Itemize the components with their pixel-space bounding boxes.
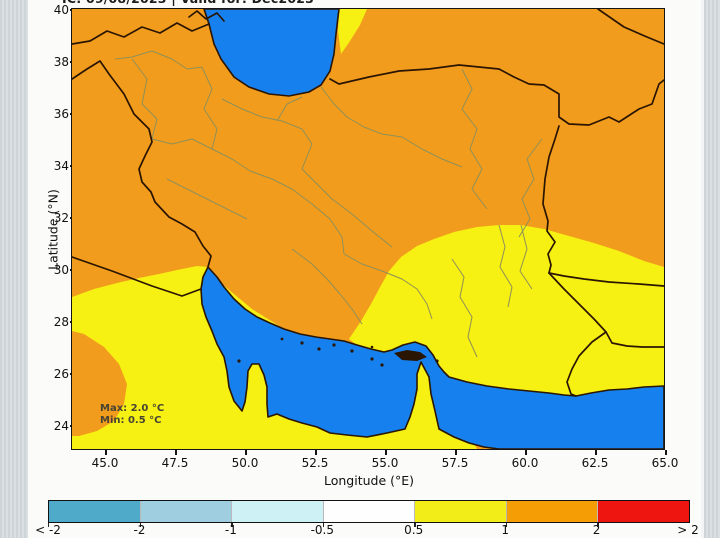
border-pakistan-east — [605, 331, 665, 349]
x-tick-label: 55.0 — [363, 450, 407, 470]
y-tick-label: 36 — [39, 106, 75, 122]
x-tick-label: 47.5 — [153, 450, 197, 470]
max-min-annotation: Max: 2.0 °C Min: 0.5 °C — [100, 403, 164, 427]
colorbar-segment — [322, 501, 415, 527]
border-azerbaijan-aras — [72, 22, 211, 46]
colorbar-tick-label: 2 — [592, 523, 601, 537]
x-tick-label: 50.0 — [223, 450, 267, 470]
region-yellow-caspian-strip — [338, 9, 368, 55]
border-turkey-iraq-iran — [72, 60, 213, 269]
y-tick-label: 24 — [39, 418, 75, 434]
colorbar-tick-label: > 2 — [677, 523, 699, 537]
colorbar-segment — [231, 501, 323, 527]
region-yellow-southeast — [349, 225, 665, 397]
y-tick-label: 34 — [39, 158, 75, 174]
y-tick-label: 40 — [39, 2, 75, 18]
y-tick-label: 28 — [39, 314, 75, 330]
border-kuwait-saudi — [72, 256, 203, 298]
x-axis-title: Longitude (°E) — [323, 473, 415, 488]
figure-canvas: IC: 09/08/2023 | Valid for: Dec2023 40 38… — [28, 0, 704, 538]
border-topright-diagonal — [597, 9, 665, 46]
colorbar-tick-label: 1 — [501, 523, 509, 537]
anomaly-map-svg — [72, 9, 665, 450]
colorbar-segment — [414, 501, 506, 527]
map-plot — [71, 8, 666, 451]
colorbar-tick-label: -2 — [133, 523, 146, 537]
persian-gulf-oman-sea — [200, 266, 665, 450]
gulf-islands — [237, 338, 440, 368]
y-axis-title: Latitude (°N) — [45, 189, 61, 270]
x-tick-label: 45.0 — [83, 450, 127, 470]
min-anomaly-text: Min: 0.5 °C — [100, 415, 162, 426]
border-iran-pakistan — [548, 272, 608, 398]
border-iran-afghanistan — [542, 125, 561, 275]
colorbar-segment — [597, 501, 690, 527]
colorbar — [48, 500, 690, 527]
y-tick-label: 38 — [39, 54, 75, 70]
x-tick-label: 60.0 — [503, 450, 547, 470]
x-tick-label: 57.5 — [433, 450, 477, 470]
max-anomaly-text: Max: 2.0 °C — [100, 403, 165, 414]
y-tick-label: 26 — [39, 366, 75, 382]
border-caucasus-detail — [188, 10, 226, 23]
clipped-title: IC: 09/08/2023 | Valid for: Dec2023 — [62, 0, 462, 7]
colorbar-tick-label: 0.5 — [404, 523, 424, 537]
region-orange-blob-southwest — [72, 331, 128, 437]
left-gray-band — [0, 0, 30, 538]
colorbar-tick-label: < -2 — [35, 523, 61, 537]
colorbar-tick-label: -0.5 — [310, 523, 334, 537]
country-borders — [72, 9, 665, 398]
colorbar-tick-label: -1 — [224, 523, 237, 537]
colorbar-segment — [139, 501, 232, 527]
border-afghanistan-pakistan — [548, 272, 665, 288]
colorbar-segment — [48, 501, 140, 527]
right-gray-band — [701, 0, 720, 538]
x-tick-label: 62.5 — [573, 450, 617, 470]
province-boundaries — [115, 50, 543, 358]
colorbar-segment — [505, 501, 598, 527]
clipped-title-text: IC: 09/08/2023 | Valid for: Dec2023 — [62, 0, 462, 6]
x-tick-label: 52.5 — [293, 450, 337, 470]
border-turkmenistan-iran — [329, 64, 665, 127]
caspian-sea — [203, 9, 341, 98]
x-tick-label: 65.0 — [643, 450, 687, 470]
